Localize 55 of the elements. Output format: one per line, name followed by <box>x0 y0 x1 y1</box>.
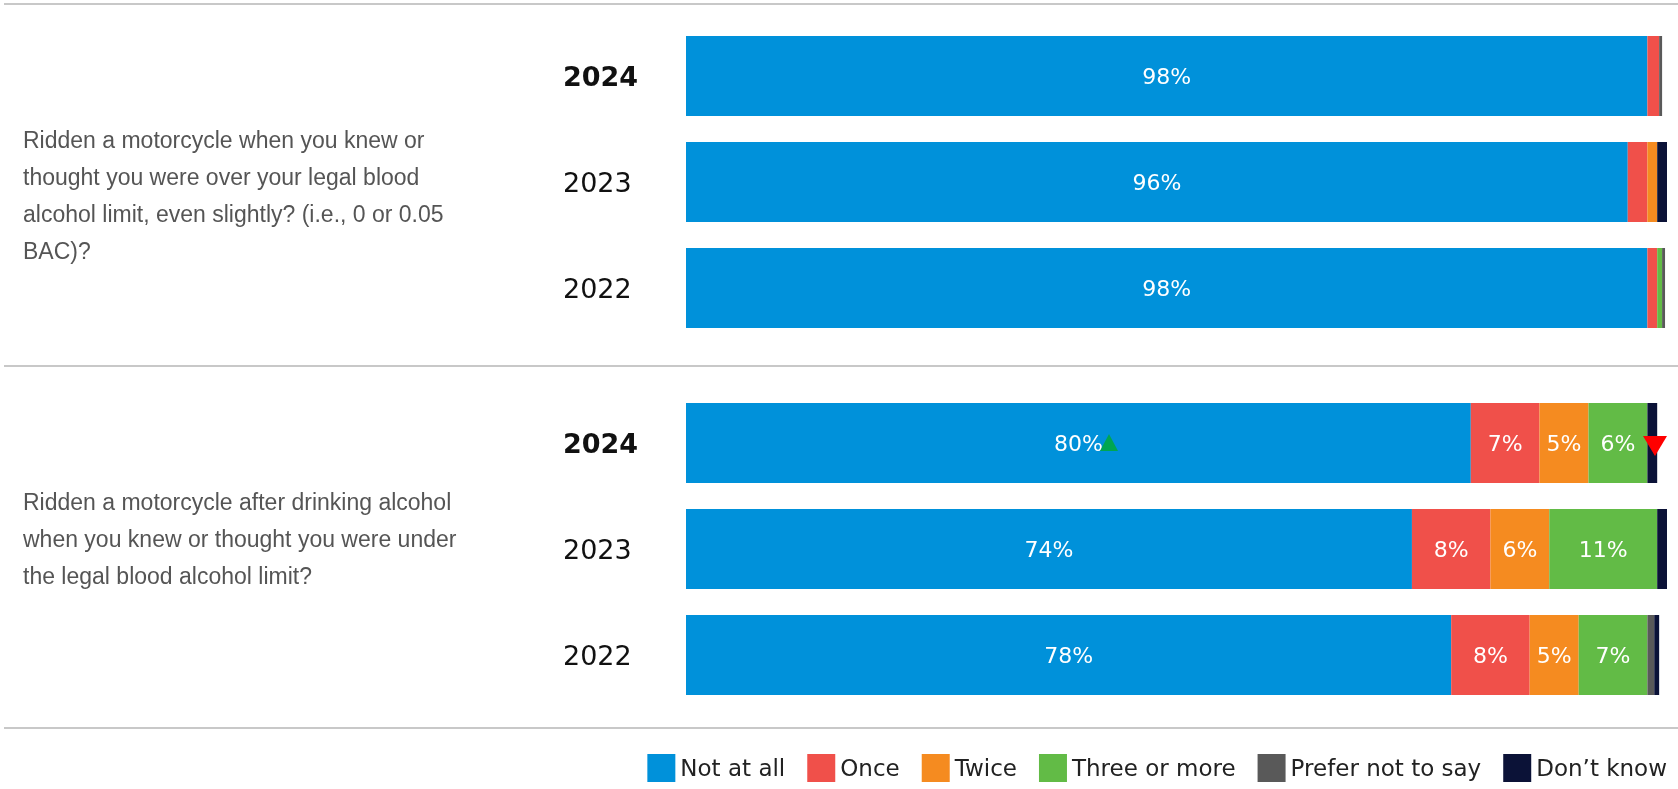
y-tick-label: 2023 <box>563 533 632 565</box>
legend-label: Once <box>840 755 900 781</box>
bar <box>1647 615 1655 695</box>
data-label: 11% <box>1578 536 1628 562</box>
data-label: 78% <box>1044 642 1094 668</box>
y-tick-label: 2023 <box>563 166 632 198</box>
bar <box>1539 403 1589 483</box>
bar <box>1470 403 1540 483</box>
legend-label: Twice <box>953 755 1017 781</box>
data-label: 7% <box>1487 430 1523 456</box>
data-label: 6% <box>1502 536 1538 562</box>
data-label: 8% <box>1433 536 1469 562</box>
data-label: 80% <box>1053 430 1103 456</box>
y-tick-label: 2022 <box>563 639 632 671</box>
data-label: 7% <box>1595 642 1631 668</box>
bar <box>1654 615 1660 695</box>
data-label: 5% <box>1546 430 1582 456</box>
bar <box>1627 142 1648 222</box>
data-label: 5% <box>1536 642 1572 668</box>
bar <box>686 248 1648 328</box>
bar <box>686 403 1471 483</box>
bar <box>1588 403 1648 483</box>
bar <box>686 509 1412 589</box>
bar <box>1659 36 1663 116</box>
bar <box>1647 36 1660 116</box>
data-label: 8% <box>1472 642 1508 668</box>
data-label: 98% <box>1142 63 1192 89</box>
bar <box>1529 615 1579 695</box>
bar <box>686 615 1452 695</box>
data-label: 74% <box>1024 536 1074 562</box>
bar <box>686 142 1628 222</box>
data-label: 6% <box>1600 430 1636 456</box>
bar <box>1451 615 1530 695</box>
data-label: 98% <box>1142 275 1192 301</box>
data-label: 96% <box>1132 169 1182 195</box>
bar <box>1647 248 1658 328</box>
legend-label: Three or more <box>1070 755 1236 781</box>
bar <box>686 36 1648 116</box>
text: Ridden a motorcycle when you knew or thought you were over your legal blood alcohol limit, even slightly? (i.e., 0 or 0.05 BAC)? <box>23 126 450 264</box>
bar <box>1662 248 1666 328</box>
bar <box>1657 248 1663 328</box>
bar <box>1578 615 1648 695</box>
bar <box>1657 509 1667 589</box>
bar <box>1647 142 1658 222</box>
text: Ridden a motorcycle after drinking alcohol when you knew or thought you were under the legal blood alcohol limit? <box>22 488 463 589</box>
bar <box>1490 509 1550 589</box>
legend-label: Don’t know <box>1536 755 1667 781</box>
y-tick-label: 2024 <box>563 60 639 92</box>
bar <box>1411 509 1491 589</box>
legend-label: Prefer not to say <box>1290 755 1482 781</box>
bar <box>1657 142 1667 222</box>
legend-label: Not at all <box>680 755 786 781</box>
y-tick-label: 2022 <box>563 272 632 304</box>
y-tick-label: 2024 <box>563 427 639 459</box>
bar <box>1549 509 1658 589</box>
